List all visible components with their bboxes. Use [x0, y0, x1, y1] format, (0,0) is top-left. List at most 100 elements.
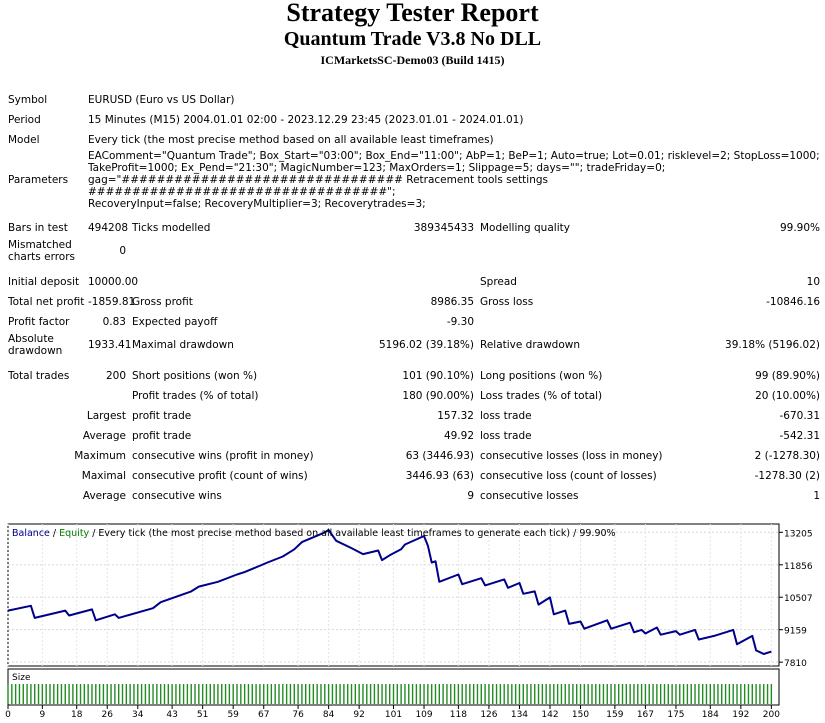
largest-profit-label: profit trade [132, 410, 192, 422]
x-tick-label: 159 [606, 710, 623, 720]
row-trades: Total trades 200 Short positions (won %)… [5, 366, 823, 386]
balance-series-line [7, 529, 772, 655]
row-bars: Bars in test 494208 Ticks modelled 38934… [5, 218, 823, 238]
max-cons-losses-label: consecutive losses (loss in money) [480, 450, 663, 462]
chart-legend: Balance / Equity / Every tick (the most … [12, 528, 616, 539]
net-label: Total net profit [8, 296, 85, 308]
x-tick-label: 118 [450, 710, 467, 720]
x-tick-label: 9 [39, 710, 45, 720]
avg-cons-losses-value: 1 [813, 490, 821, 502]
report-table: Symbol EURUSD (Euro vs US Dollar) Period… [5, 90, 823, 506]
x-tick-label: 142 [541, 710, 558, 720]
x-tick-label: 184 [702, 710, 719, 720]
x-tick-label: 43 [166, 710, 177, 720]
row-mismatched: Mismatched charts errors 0 [5, 238, 823, 264]
size-bars [7, 684, 773, 704]
rel-dd-label: Relative drawdown [480, 339, 581, 351]
largest-loss-value: -670.31 [779, 410, 821, 422]
chart-grid [7, 524, 779, 666]
x-tick-label: 192 [732, 710, 749, 720]
largest-loss-label: loss trade [480, 410, 532, 422]
avg-cons-losses-label: consecutive losses [480, 490, 579, 502]
row-profit-factor: Profit factor 0.83 Expected payoff -9.30 [5, 312, 823, 332]
payoff-label: Expected payoff [132, 316, 218, 328]
rel-dd-value: 39.18% (5196.02) [725, 339, 821, 351]
model-value: Every tick (the most precise method base… [88, 134, 494, 146]
parameters-line: gag="################################ Re… [88, 174, 549, 198]
parameters-line: EAComment="Quantum Trade"; Box_Start="03… [88, 150, 820, 162]
y-tick-label: 9159 [784, 627, 807, 637]
loss-trades-label: Loss trades (% of total) [480, 390, 603, 402]
avg-cons-label: Average [82, 490, 126, 502]
net-value: -1859.81 [88, 296, 136, 308]
y-tick-label: 11856 [784, 562, 813, 572]
max-cons-wins-value: 63 (3446.93) [405, 450, 474, 462]
maximal-loss-label: consecutive loss (count of losses) [480, 470, 657, 482]
x-tick-label: 59 [227, 710, 239, 720]
deposit-value: 10000.00 [88, 276, 139, 288]
row-average: Average profit trade 49.92 loss trade -5… [5, 426, 823, 446]
x-tick-label: 0 [5, 710, 11, 720]
trades-label: Total trades [8, 370, 70, 382]
row-symbol: Symbol EURUSD (Euro vs US Dollar) [5, 90, 823, 110]
loss-trades-value: 20 (10.00%) [755, 390, 821, 402]
parameters-line: RecoveryInput=false; RecoveryMultiplier=… [88, 198, 426, 210]
average-loss-value: -542.31 [779, 430, 821, 442]
row-drawdown: Absolute drawdown 1933.41 Maximal drawdow… [5, 332, 823, 358]
maximal-label: Maximal [81, 470, 126, 482]
balance-chart: 13205 11856 10507 9159 7810 0 9 18 26 34 43 51 59 67… [5, 523, 813, 720]
x-tick-label: 101 [385, 710, 402, 720]
model-label: Model [8, 134, 40, 146]
parameters-label: Parameters [8, 174, 69, 186]
y-tick-label: 13205 [784, 529, 813, 539]
symbol-label: Symbol [8, 94, 48, 106]
x-tick-label: 200 [763, 710, 780, 720]
size-label: Size [12, 673, 31, 683]
long-value: 99 (89.90%) [755, 370, 821, 382]
period-label: Period [8, 114, 41, 126]
spread-label: Spread [480, 276, 517, 288]
trades-value: 200 [105, 370, 126, 382]
x-tick-label: 51 [197, 710, 208, 720]
legend-balance: Balance [12, 528, 50, 539]
x-axis-ticks: 0 9 18 26 34 43 51 59 67 76 84 92 101 109 118 126 134 142… [5, 705, 780, 720]
x-tick-label: 67 [258, 710, 269, 720]
pf-label: Profit factor [8, 316, 70, 328]
quality-value: 99.90% [779, 222, 821, 234]
maximal-loss-value: -1278.30 (2) [754, 470, 821, 482]
x-tick-label: 84 [323, 710, 335, 720]
bars-label: Bars in test [8, 222, 68, 234]
row-maximum: Maximum consecutive wins (profit in mone… [5, 446, 823, 466]
row-maximal: Maximal consecutive profit (count of win… [5, 466, 823, 486]
mismatched-label: Mismatched charts errors [8, 239, 75, 263]
average-loss-label: loss trade [480, 430, 532, 442]
max-cons-losses-value: 2 (-1278.30) [754, 450, 821, 462]
average-profit-value: 49.92 [443, 430, 474, 442]
ticks-label: Ticks modelled [132, 222, 211, 234]
period-value: 15 Minutes (M15) 2004.01.01 02:00 - 2023… [88, 114, 524, 126]
x-tick-label: 18 [71, 710, 83, 720]
symbol-value: EURUSD (Euro vs US Dollar) [88, 94, 235, 106]
largest-label: Largest [86, 410, 126, 422]
long-label: Long positions (won %) [480, 370, 603, 382]
report-title: Strategy Tester Report [286, 0, 539, 27]
gross-profit-label: Gross profit [132, 296, 193, 308]
x-tick-label: 126 [480, 710, 497, 720]
main-plot-frame [7, 523, 780, 667]
x-tick-label: 34 [132, 710, 144, 720]
spread-value: 10 [806, 276, 821, 288]
average-profit-label: profit trade [132, 430, 192, 442]
report-server: ICMarketsSC-Demo03 (Build 1415) [320, 53, 505, 67]
max-dd-label: Maximal drawdown [132, 339, 234, 351]
legend-equity: Equity [59, 528, 89, 539]
y-tick-label: 7810 [784, 659, 807, 669]
row-model: Model Every tick (the most precise metho… [5, 130, 823, 150]
maximal-profit-value: 3446.93 (63) [405, 470, 474, 482]
row-net: Total net profit -1859.81 Gross profit 8… [5, 292, 823, 312]
x-tick-label: 167 [637, 710, 654, 720]
pf-value: 0.83 [102, 316, 126, 328]
mismatched-value: 0 [119, 245, 126, 257]
legend-description: / Every tick (the most precise method ba… [89, 528, 615, 539]
short-label: Short positions (won %) [132, 370, 258, 382]
profit-trades-value: 180 (90.00%) [402, 390, 474, 402]
